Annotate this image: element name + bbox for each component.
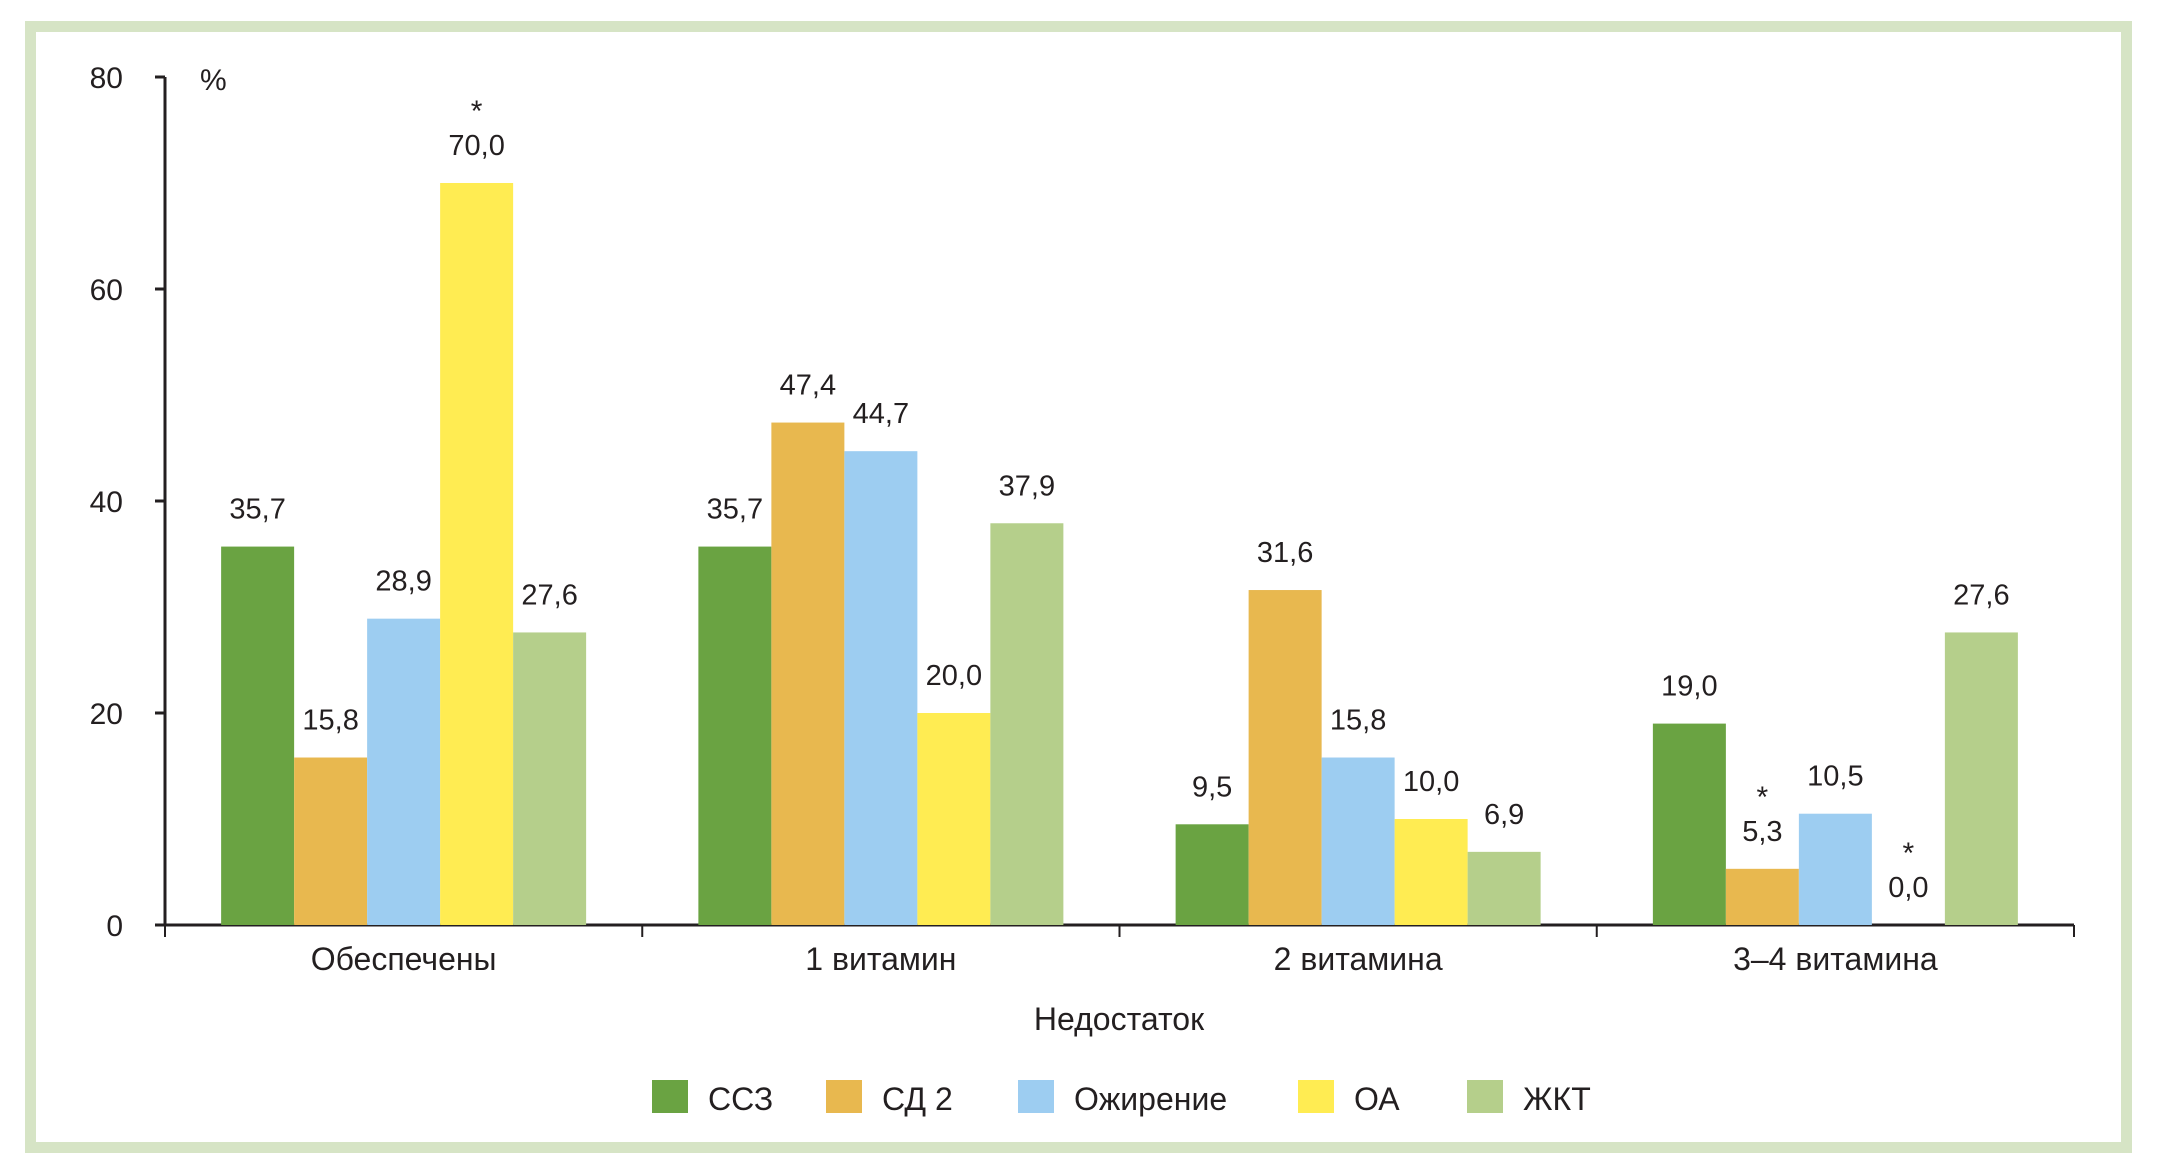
data-label: 27,6	[521, 579, 577, 611]
y-tick-label: 80	[90, 62, 123, 95]
x-category-label: Обеспечены	[311, 941, 497, 977]
bar	[1394, 819, 1468, 925]
legend-label: ЖКТ	[1523, 1081, 1591, 1117]
bar	[367, 618, 441, 925]
legend-swatch	[1018, 1080, 1054, 1113]
data-label: 10,0	[1403, 766, 1459, 798]
bar	[771, 422, 845, 925]
data-label: 15,8	[1330, 705, 1386, 737]
data-label: 0,0	[1888, 872, 1928, 904]
x-category-label: 1 витамин	[805, 941, 956, 977]
y-tick-label: 0	[106, 910, 123, 943]
data-label: 5,3	[1742, 816, 1782, 848]
y-tick-label: 60	[90, 274, 123, 307]
bar	[294, 757, 368, 925]
x-category-label: 3–4 витамина	[1733, 941, 1938, 977]
significance-star: *	[471, 95, 483, 128]
bar	[513, 632, 587, 925]
y-tick-label: 20	[90, 698, 123, 731]
legend-swatch	[826, 1080, 862, 1113]
bar	[440, 183, 514, 925]
data-label: 35,7	[707, 494, 763, 526]
legend-label: СД 2	[882, 1081, 953, 1117]
bar	[698, 546, 772, 925]
y-axis-label: %	[200, 64, 227, 97]
legend-label: Ожирение	[1074, 1081, 1227, 1117]
bar	[1467, 851, 1541, 925]
bar	[990, 523, 1064, 925]
bar	[1725, 868, 1799, 925]
data-label: 47,4	[780, 370, 836, 402]
bar	[1175, 824, 1249, 925]
x-axis-title: Недостаток	[1034, 1001, 1205, 1037]
bar	[1798, 813, 1872, 925]
data-label: 19,0	[1661, 671, 1717, 703]
y-tick-label: 40	[90, 486, 123, 519]
data-label: 28,9	[375, 566, 431, 598]
data-label: 10,5	[1807, 761, 1863, 793]
data-label: 9,5	[1192, 771, 1232, 803]
legend-label: ОА	[1354, 1081, 1400, 1117]
data-label: 6,9	[1484, 799, 1524, 831]
bar	[1944, 632, 2018, 925]
chart-frame	[25, 21, 2132, 1153]
bar	[917, 713, 991, 925]
legend: ССЗ СД 2 Ожирение ОА ЖКТ	[652, 1080, 1591, 1117]
data-label: 15,8	[302, 705, 358, 737]
legend-label: ССЗ	[708, 1081, 773, 1117]
bars	[221, 183, 2018, 925]
legend-swatch	[1467, 1080, 1503, 1113]
bar	[1248, 590, 1322, 925]
data-label: 35,7	[229, 494, 285, 526]
data-labels: 35,715,828,970,0*27,635,747,444,720,037,…	[229, 95, 2009, 904]
data-label: 70,0	[448, 130, 504, 162]
data-label: 27,6	[1953, 579, 2009, 611]
data-label: 37,9	[999, 470, 1055, 502]
bar	[221, 546, 295, 925]
data-label: 44,7	[853, 398, 909, 430]
significance-star: *	[1903, 837, 1915, 870]
legend-swatch	[1298, 1080, 1334, 1113]
bar	[844, 451, 918, 925]
x-category-label: 2 витамина	[1274, 941, 1443, 977]
data-label: 31,6	[1257, 537, 1313, 569]
legend-swatch	[652, 1080, 688, 1113]
bar	[1652, 723, 1726, 925]
significance-star: *	[1757, 781, 1769, 814]
data-label: 20,0	[926, 660, 982, 692]
bar	[1321, 757, 1395, 925]
